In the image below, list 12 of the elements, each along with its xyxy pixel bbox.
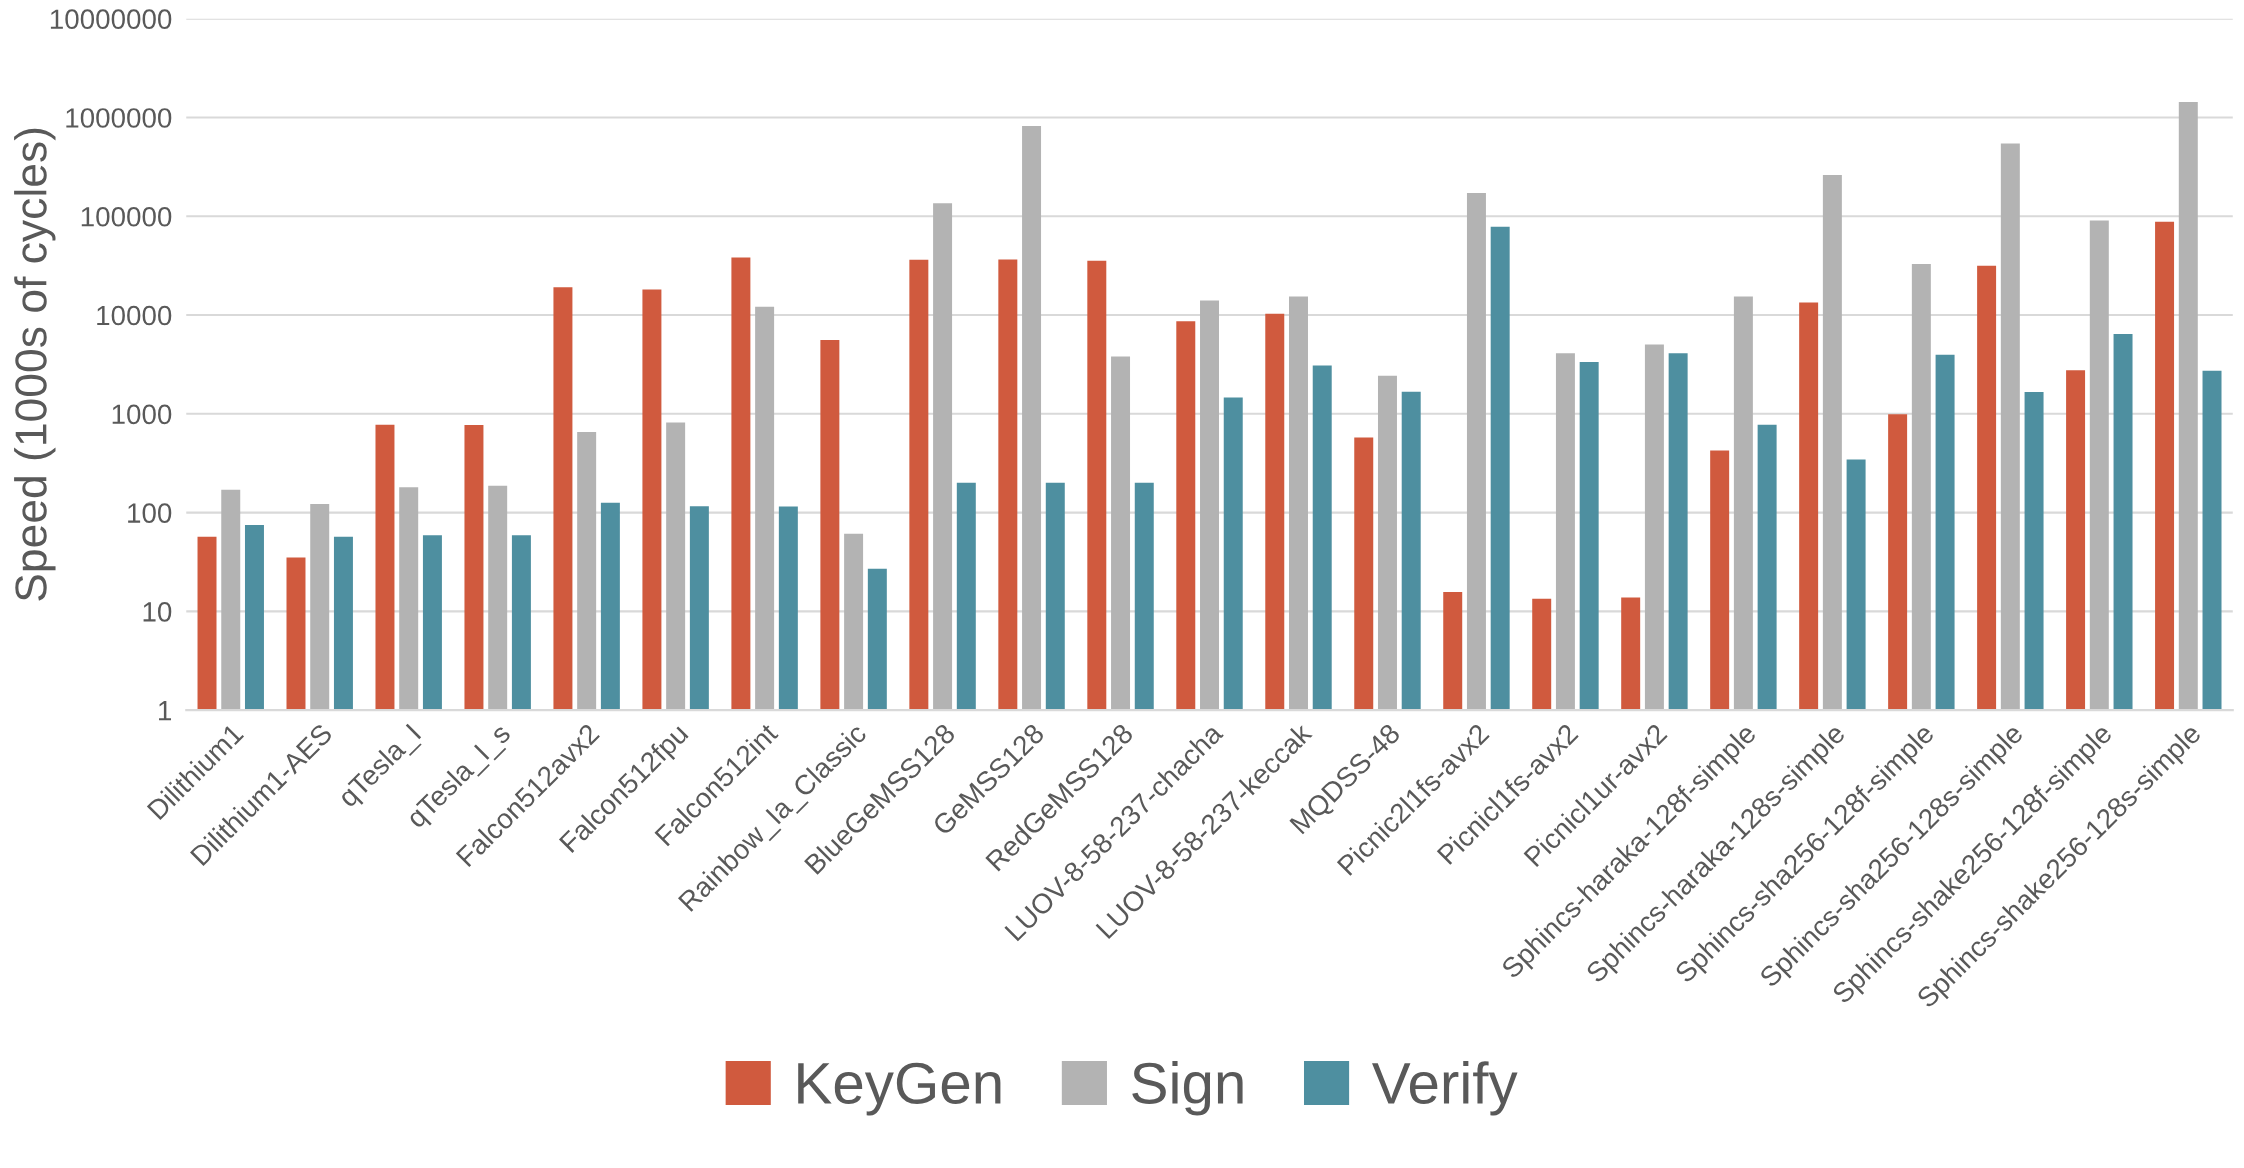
y-tick-label: 1000000 xyxy=(66,108,172,128)
y-tick-label: 10000 xyxy=(97,305,172,326)
legend-label: Sign xyxy=(1132,1061,1243,1116)
legend-label: KeyGen xyxy=(798,1062,1001,1116)
y-tick-label: 1 xyxy=(159,701,172,721)
legend-label: Verify xyxy=(1372,1061,1518,1116)
y-axis-title: Speed (1000s of cycles) xyxy=(14,128,56,601)
y-tick-label: 10 xyxy=(143,602,172,622)
y-tick-label: 100 xyxy=(128,503,172,523)
y-tick-label: 100000 xyxy=(81,206,172,227)
y-tick-label: 10000000 xyxy=(50,9,172,30)
y-tick-label: 1000 xyxy=(112,404,172,425)
